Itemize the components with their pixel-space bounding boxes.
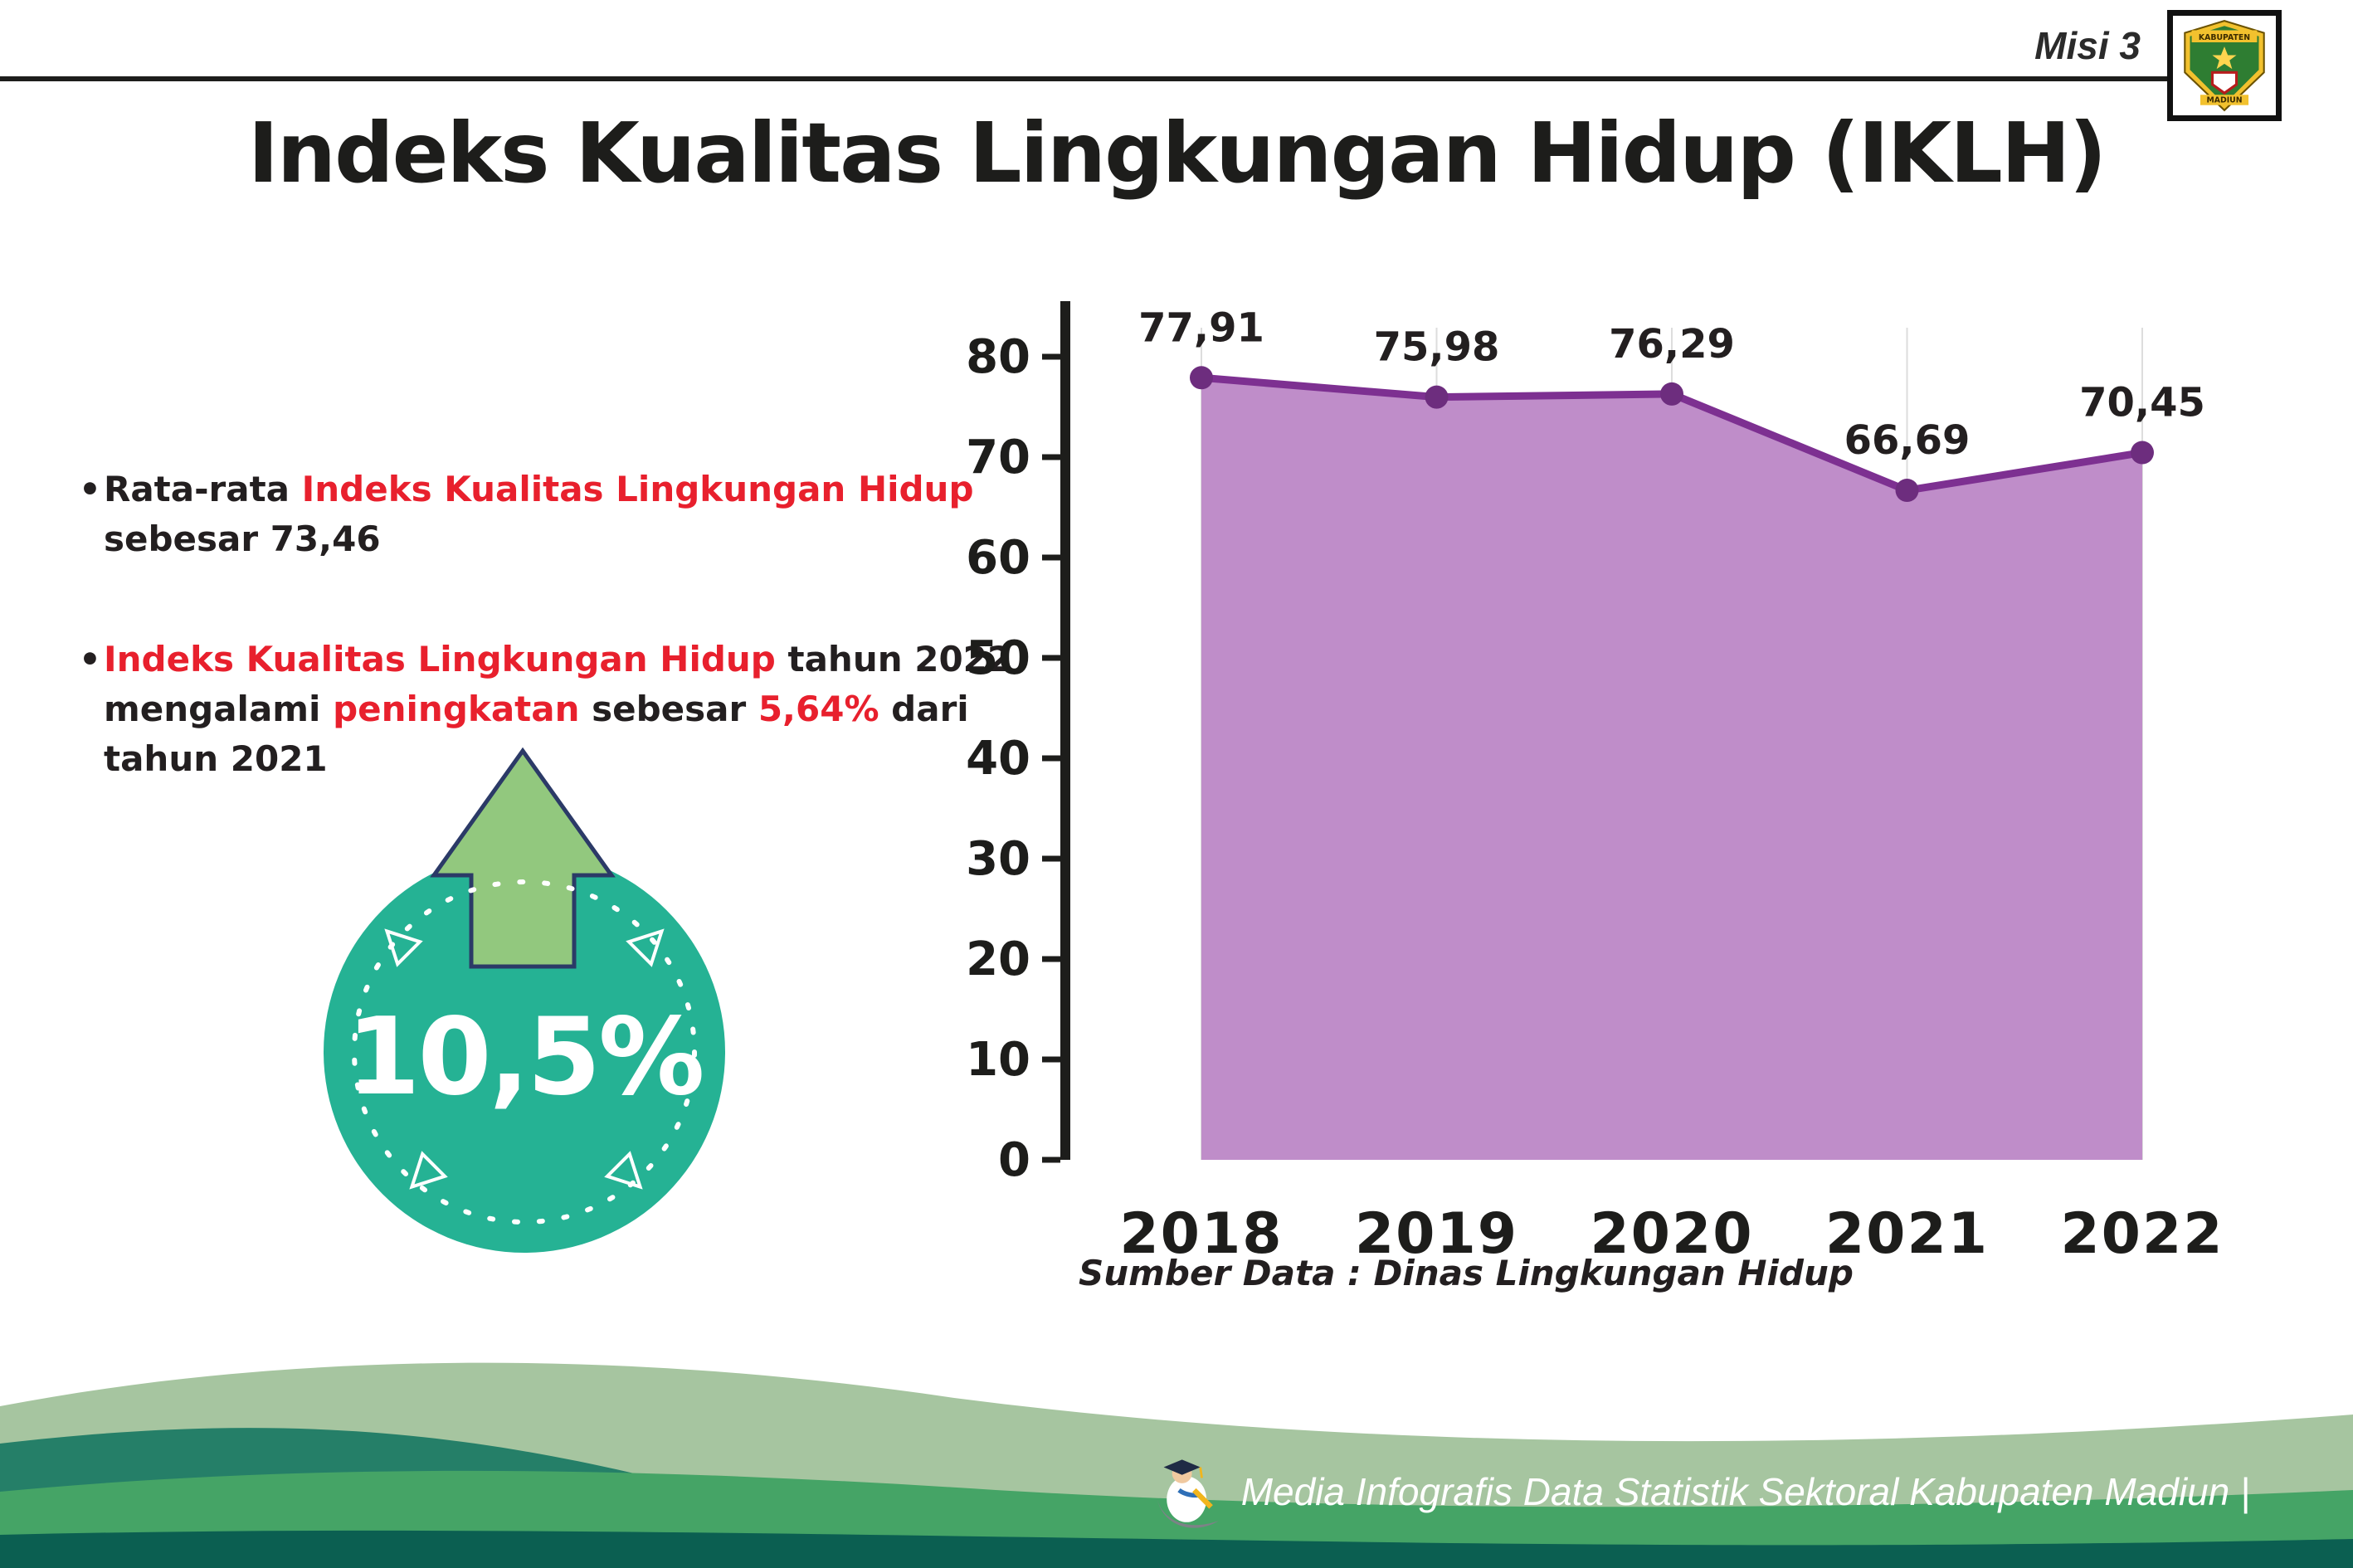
- kabupaten-madiun-logo: KABUPATEN MADIUN: [2167, 10, 2282, 121]
- bullet-text-segment: dari: [879, 688, 969, 729]
- x-tick-label: 2018: [1119, 1201, 1283, 1267]
- badge-dashed-ring: [352, 879, 697, 1225]
- y-tick-label: 70: [966, 431, 1030, 485]
- y-axis: [1060, 301, 1070, 1160]
- bullet-dot: •: [79, 469, 101, 509]
- bullet-text-segment: sebesar 73,46: [104, 518, 381, 559]
- up-arrow-icon: [430, 747, 616, 969]
- y-tick-label: 60: [966, 531, 1030, 585]
- iklh-area-chart: 0 10 20 30 40 50 60 70 80 77,91 75,98 76,29 66,69 70,…: [966, 301, 2224, 1267]
- bullet-dot: •: [79, 639, 101, 680]
- bullet-text-segment: Indeks Kualitas Lingkungan Hidup: [301, 469, 974, 509]
- crest-shield: [2210, 71, 2239, 95]
- bullet-line: sebesar 73,46: [104, 514, 1025, 564]
- wave-dark: [0, 1530, 2353, 1568]
- crest-banner-top: [2191, 30, 2258, 42]
- crest-banner-bottom: [2200, 95, 2249, 105]
- bullet-text-segment: sebesar: [579, 688, 758, 729]
- bullet-item: • Rata-rata Indeks Kualitas Lingkungan Hi…: [79, 465, 1025, 563]
- bullet-text-segment: peningkatan: [333, 688, 580, 729]
- footer-credit-text: Media Infografis Data Statistik Sektoral…: [1240, 1470, 2250, 1513]
- y-tick-label: 10: [966, 1033, 1030, 1087]
- footer-credit: Media Infografis Data Statistik Sektoral…: [1150, 1450, 2250, 1533]
- bullet-line: Rata-rata Indeks Kualitas Lingkungan Hid…: [104, 465, 1025, 514]
- bullet-line: Indeks Kualitas Lingkungan Hidup tahun 2…: [104, 635, 1025, 684]
- bullet-line: tahun 2021: [104, 734, 1025, 784]
- x-tick-label: 2019: [1355, 1201, 1518, 1267]
- triangle-icon: [384, 928, 423, 967]
- header-divider: [0, 76, 2167, 81]
- triangle-icon: [409, 1151, 448, 1190]
- badge-value: 10,5%: [346, 996, 702, 1119]
- crest-banner-top-text: KABUPATEN: [2199, 33, 2250, 42]
- kabupaten-madiun-crest: KABUPATEN MADIUN: [2184, 19, 2265, 112]
- data-point: [2131, 441, 2154, 465]
- area-fill: [1201, 377, 2142, 1160]
- data-point: [1190, 366, 1213, 390]
- y-tick-label: 0: [998, 1133, 1030, 1187]
- bullet-text-segment: Rata-rata: [104, 469, 302, 509]
- bullet-text-segment: Indeks Kualitas Lingkungan Hidup: [104, 639, 776, 680]
- bullet-text-segment: tahun 2022: [775, 639, 1012, 680]
- key-findings-list: • Rata-rata Indeks Kualitas Lingkungan Hi…: [79, 465, 1025, 783]
- x-tick-label: 2022: [2060, 1201, 2224, 1267]
- crest-banner-bottom-text: MADIUN: [2206, 96, 2242, 105]
- value-label: 76,29: [1609, 321, 1735, 368]
- y-tick-label: 20: [966, 933, 1030, 986]
- x-tick-label: 2020: [1590, 1201, 1753, 1267]
- data-point: [1895, 479, 1919, 503]
- badge-circle: [324, 851, 725, 1253]
- value-label: 70,45: [2079, 380, 2205, 426]
- triangle-icon: [626, 928, 665, 967]
- y-tick-label: 40: [966, 732, 1030, 786]
- triangle-icon: [604, 1151, 643, 1190]
- data-point: [1425, 385, 1449, 409]
- data-source-note: Sumber Data : Dinas Lingkungan Hidup: [1079, 1253, 1854, 1293]
- increase-badge: 10,5%: [324, 747, 725, 1253]
- value-label: 77,91: [1138, 304, 1264, 351]
- value-label: 66,69: [1844, 417, 1971, 464]
- data-point: [1660, 382, 1683, 406]
- bullet-text-segment: 5,64%: [758, 688, 879, 729]
- bullet-line: mengalami peningkatan sebesar 5,64% dari: [104, 684, 1025, 734]
- value-label: 75,98: [1374, 324, 1500, 371]
- bullet-text-segment: tahun 2021: [104, 738, 328, 779]
- y-tick-label: 80: [966, 330, 1030, 384]
- mascot-icon: [1156, 1459, 1219, 1528]
- bullet-item: • Indeks Kualitas Lingkungan Hidup tahun …: [79, 635, 1025, 783]
- misi-label: Misi 3: [2034, 24, 2141, 67]
- page-title: Indeks Kualitas Lingkungan Hidup (IKLH): [247, 105, 2107, 202]
- y-tick-label: 50: [966, 631, 1030, 685]
- x-tick-label: 2021: [1825, 1201, 1989, 1267]
- y-tick-label: 30: [966, 832, 1030, 886]
- bullet-text-segment: mengalami: [104, 688, 334, 729]
- crest-star: [2212, 46, 2237, 70]
- badge-triangles: [384, 928, 665, 1190]
